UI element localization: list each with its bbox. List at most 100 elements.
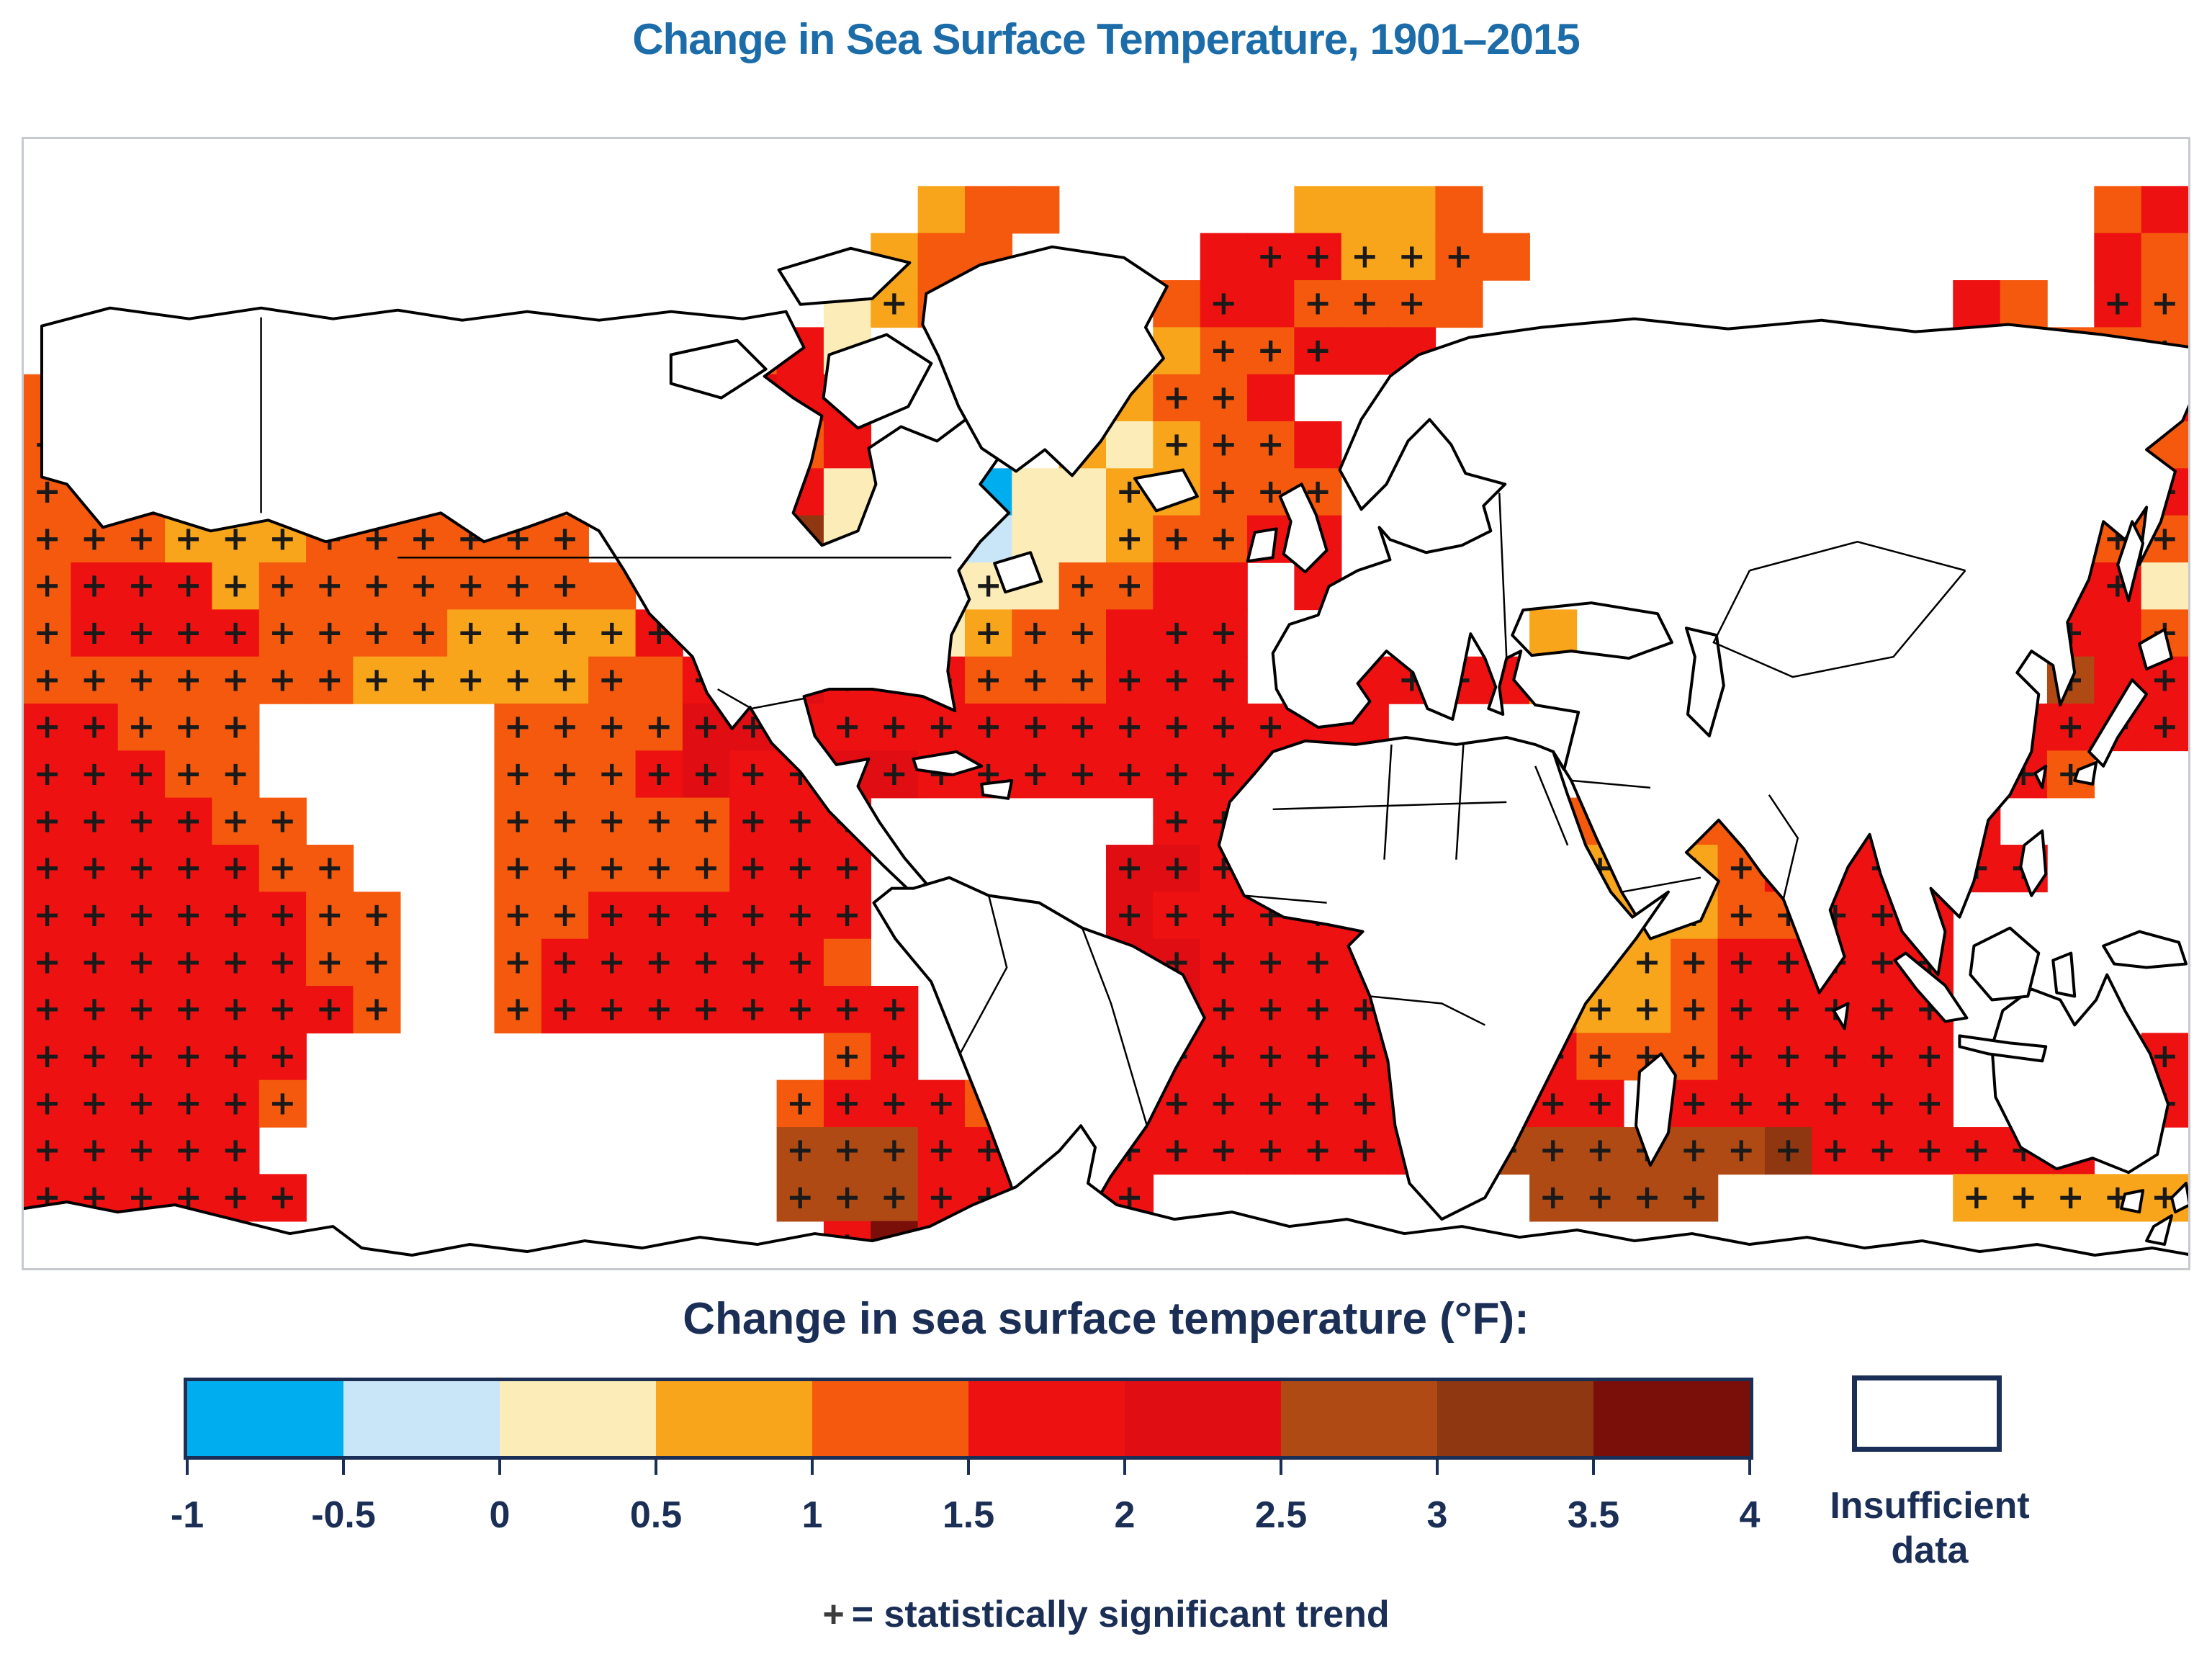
significant-trend-plus: + bbox=[1210, 613, 1237, 652]
significant-trend-plus: + bbox=[974, 707, 1002, 746]
sst-grid-cell bbox=[165, 1079, 213, 1128]
sst-grid-cell bbox=[212, 1033, 260, 1081]
significant-trend-plus: + bbox=[786, 1177, 814, 1216]
significant-trend-plus: + bbox=[598, 848, 626, 887]
sst-grid-cell bbox=[1106, 704, 1154, 752]
significant-trend-plus: + bbox=[1163, 848, 1190, 887]
sst-grid-cell bbox=[1764, 1033, 1812, 1081]
sst-grid-cell bbox=[1671, 1033, 1719, 1081]
significant-trend-plus: + bbox=[1539, 1177, 1567, 1216]
landmass-outline bbox=[1832, 1002, 1850, 1030]
significant-trend-plus: + bbox=[786, 989, 814, 1028]
sst-grid-cell bbox=[729, 986, 778, 1034]
sst-grid-cell bbox=[1200, 468, 1248, 516]
sst-grid-cell bbox=[541, 562, 589, 611]
significant-trend-plus: + bbox=[174, 660, 202, 699]
colorbar-segment bbox=[500, 1381, 656, 1456]
sst-grid-cell bbox=[1247, 704, 1295, 752]
significant-trend-plus: + bbox=[739, 989, 767, 1028]
sst-grid-cell bbox=[400, 656, 448, 704]
significant-trend-plus: + bbox=[1304, 331, 1331, 369]
colorbar-tick-label: -1 bbox=[170, 1494, 204, 1536]
significant-trend-plus: + bbox=[127, 989, 155, 1028]
sst-grid-cell bbox=[871, 704, 919, 752]
sst-grid-cell bbox=[24, 609, 72, 657]
landmass-outline bbox=[777, 246, 912, 306]
sst-grid-cell bbox=[776, 1079, 824, 1128]
significant-trend-plus: + bbox=[1163, 613, 1190, 652]
significant-trend-plus: + bbox=[1351, 284, 1378, 323]
sst-grid-cell bbox=[1529, 1127, 1578, 1175]
sst-grid-cell bbox=[823, 938, 872, 987]
significant-trend-plus: + bbox=[1351, 1131, 1378, 1169]
significant-trend-plus: + bbox=[33, 660, 60, 699]
country-border-line bbox=[1498, 493, 1508, 659]
sst-grid-cell bbox=[1717, 892, 1766, 940]
significant-trend-plus: + bbox=[1774, 1131, 1802, 1169]
significant-trend-plus: + bbox=[269, 660, 296, 699]
significant-trend-plus: + bbox=[222, 1177, 249, 1216]
sst-grid-cell bbox=[1764, 1079, 1812, 1128]
significant-trend-plus: + bbox=[1210, 331, 1237, 369]
landmass-outline bbox=[980, 778, 1014, 800]
sst-grid-cell bbox=[588, 986, 637, 1034]
sst-grid-cell bbox=[635, 892, 683, 940]
significant-trend-plus: + bbox=[1115, 754, 1143, 793]
significant-trend-plus: + bbox=[363, 989, 390, 1028]
significant-trend-plus: + bbox=[81, 1131, 108, 1169]
significant-trend-plus: + bbox=[363, 613, 390, 652]
sst-grid-cell bbox=[1529, 1174, 1578, 1222]
sst-grid-cell bbox=[541, 892, 589, 940]
significant-trend-plus: + bbox=[33, 801, 60, 840]
significant-trend-plus: + bbox=[81, 801, 108, 840]
sst-grid-cell bbox=[24, 986, 72, 1034]
significant-trend-plus: + bbox=[1774, 1036, 1802, 1075]
sst-grid-cell bbox=[1058, 656, 1107, 704]
sst-grid-cell bbox=[1106, 845, 1154, 893]
sst-grid-cell bbox=[1106, 421, 1154, 470]
significant-trend-plus: + bbox=[833, 1083, 860, 1122]
colorbar-tick bbox=[342, 1456, 345, 1475]
sst-grid-cell bbox=[1576, 1033, 1624, 1081]
significant-trend-plus: + bbox=[551, 707, 578, 746]
sst-grid-cell bbox=[24, 1033, 72, 1081]
significant-trend-plus: + bbox=[1915, 1083, 1943, 1122]
significant-trend-plus: + bbox=[598, 707, 626, 746]
significant-trend-plus: + bbox=[1351, 1083, 1378, 1122]
sst-grid-cell bbox=[917, 233, 966, 281]
significant-trend-plus: + bbox=[645, 989, 673, 1028]
significant-trend-plus: + bbox=[1163, 425, 1190, 464]
sst-grid-cell bbox=[71, 1079, 119, 1128]
sst-grid-cell bbox=[165, 1127, 213, 1175]
sst-grid-cell bbox=[1812, 1127, 1860, 1175]
sst-grid-cell bbox=[871, 1174, 919, 1222]
significant-trend-plus: + bbox=[739, 895, 767, 934]
sst-grid-cell bbox=[494, 609, 542, 657]
landmass-outline bbox=[1969, 926, 2041, 1002]
significant-trend-plus: + bbox=[504, 895, 531, 934]
significant-trend-plus: + bbox=[33, 613, 60, 652]
landmass-outline bbox=[993, 551, 1043, 594]
significant-trend-plus: + bbox=[1633, 1177, 1660, 1216]
sst-grid-cell bbox=[1153, 1127, 1201, 1175]
significance-footnote-text: = statistically significant trend bbox=[851, 1594, 1390, 1635]
significant-trend-plus: + bbox=[645, 942, 673, 981]
colorbar-tick bbox=[1123, 1456, 1126, 1475]
sst-grid-cell bbox=[71, 750, 119, 799]
significant-trend-plus: + bbox=[598, 660, 626, 699]
significant-trend-plus: + bbox=[2104, 284, 2131, 323]
sst-grid-cell bbox=[1623, 1174, 1671, 1222]
sst-grid-cell bbox=[2141, 186, 2188, 234]
significant-trend-plus: + bbox=[222, 989, 249, 1028]
significant-trend-plus: + bbox=[1963, 1177, 1990, 1216]
sst-grid-cell bbox=[588, 609, 637, 657]
sst-grid-cell bbox=[1153, 704, 1201, 752]
sst-grid-cell bbox=[1953, 1174, 2001, 1222]
colorbar-tick bbox=[1280, 1456, 1282, 1475]
sst-grid-cell bbox=[1576, 1079, 1624, 1128]
sst-grid-cell bbox=[117, 892, 166, 940]
significant-trend-plus: + bbox=[1256, 425, 1284, 464]
significant-trend-plus: + bbox=[1210, 754, 1237, 793]
insufficient-data-line2: data bbox=[1891, 1530, 1969, 1571]
significant-trend-plus: + bbox=[1681, 1177, 1708, 1216]
